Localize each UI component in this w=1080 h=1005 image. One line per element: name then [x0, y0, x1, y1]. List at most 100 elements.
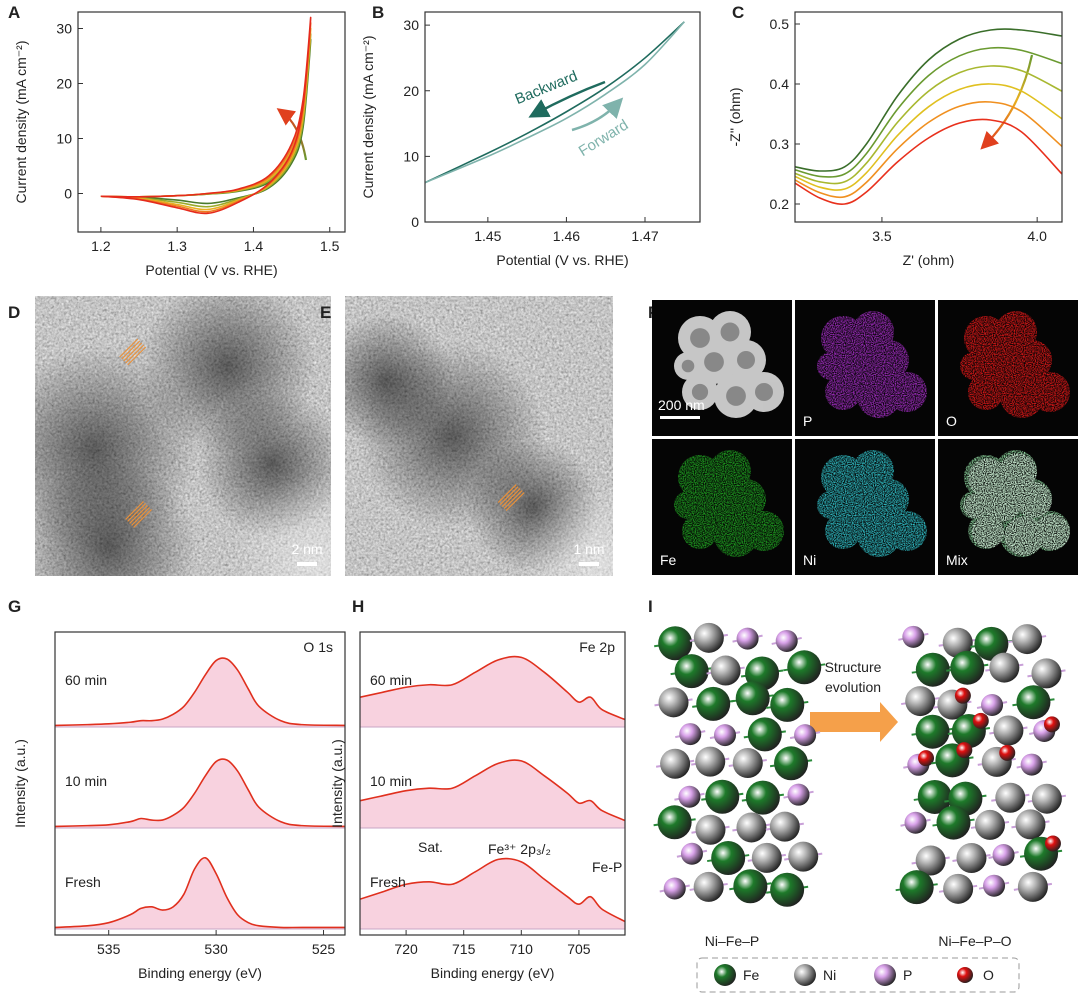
particle-core	[720, 322, 740, 342]
trend-arrow	[980, 54, 1034, 150]
panel-letter: C	[732, 3, 744, 22]
atom	[693, 871, 724, 902]
legend-swatch	[957, 967, 973, 983]
particle	[869, 340, 909, 380]
chart: H 720 715 710 705 60 min 10 min Fresh Fe 2p Sat. F…	[329, 597, 626, 981]
atom	[981, 693, 1004, 716]
light-region	[227, 473, 331, 576]
atom	[674, 654, 709, 689]
particle-core	[691, 383, 709, 401]
channel-label: Mix	[946, 552, 968, 568]
series-line	[100, 22, 312, 213]
lattice-mark	[133, 508, 153, 528]
series-line	[100, 27, 312, 211]
atom	[974, 626, 1009, 661]
atom	[954, 687, 971, 704]
annotation: O 1s	[303, 639, 333, 655]
series-line	[795, 65, 1062, 185]
y-axis-label: Current density (mA cm⁻²)	[13, 41, 29, 204]
atom	[658, 687, 689, 718]
lattice-mark	[125, 500, 145, 520]
atom	[1043, 716, 1060, 733]
series-label: Forward	[576, 116, 632, 160]
channel-label: Fe	[660, 552, 677, 568]
image-body	[345, 296, 613, 576]
x-tick-label: 525	[312, 941, 336, 957]
channel-label: Ni	[803, 552, 816, 568]
atom	[680, 842, 703, 865]
y-tick-label: 0	[64, 186, 72, 202]
atom	[751, 842, 782, 873]
particle	[817, 352, 845, 380]
x-axis-label: Potential (V vs. RHE)	[496, 252, 628, 268]
x-tick-label: 1.5	[320, 238, 340, 254]
atom	[942, 627, 973, 658]
particle	[960, 352, 988, 380]
atom	[747, 717, 782, 752]
plot-frame	[359, 631, 626, 936]
plot-frame	[794, 11, 1063, 223]
series-label: Fresh	[65, 874, 101, 890]
y-tick-label: 0.3	[770, 136, 790, 152]
atom	[695, 746, 726, 777]
particle	[726, 479, 766, 519]
legend-swatch	[874, 964, 896, 986]
atom	[950, 650, 985, 685]
particle	[869, 479, 909, 519]
atom	[917, 779, 952, 814]
tem-image: E 1 nm	[320, 296, 613, 576]
particle	[1004, 516, 1044, 556]
atom	[774, 746, 809, 781]
particle	[978, 340, 1022, 384]
atom	[679, 723, 702, 746]
particle-core	[690, 328, 710, 348]
particle	[1012, 340, 1052, 380]
series-line	[360, 655, 625, 721]
series-area	[360, 656, 625, 727]
x-tick-label: 720	[394, 941, 418, 957]
series-label: 60 min	[370, 672, 412, 688]
map-particles	[960, 311, 1070, 418]
series-line	[360, 759, 625, 822]
atom	[736, 627, 759, 650]
particle	[835, 340, 879, 384]
legend-swatch	[714, 964, 736, 986]
legend-swatch	[794, 964, 816, 986]
particle-core	[681, 359, 695, 373]
series-line	[795, 46, 1062, 178]
structure-diagram: I Structure evolution Ni–Fe–P Ni–Fe–P–O Fe Ni P…	[648, 597, 1067, 993]
crystal-structure	[653, 622, 826, 907]
y-tick-label: 0.4	[770, 76, 790, 92]
particle-core	[726, 386, 746, 406]
tem-image: D 2 nm	[8, 296, 331, 576]
series-group	[425, 21, 685, 184]
particle	[682, 513, 718, 549]
atom	[705, 779, 740, 814]
plot-frame	[54, 631, 346, 936]
forward-arrow	[571, 97, 624, 132]
series-line	[425, 21, 685, 184]
arrow-label: Structure	[825, 659, 882, 675]
legend-box	[696, 957, 1020, 993]
series-area	[360, 760, 625, 828]
atom	[989, 652, 1020, 683]
particle	[968, 374, 1004, 410]
atom	[943, 873, 974, 904]
atom	[787, 650, 822, 685]
x-axis-label: Potential (V vs. RHE)	[145, 262, 277, 278]
chart: B 1.45 1.46 1.47 0 10 20 30 Backward Forward Poten…	[360, 3, 701, 268]
evolution-arrow	[810, 702, 898, 742]
x-tick-label: 705	[567, 941, 591, 957]
x-axis-label: Binding energy (eV)	[431, 965, 555, 981]
atom	[902, 625, 925, 648]
x-tick-label: 535	[97, 941, 121, 957]
y-tick-label: 10	[403, 148, 419, 164]
atom	[678, 785, 701, 808]
light-region	[519, 481, 613, 576]
atom	[788, 841, 819, 872]
panel-letter: B	[372, 3, 384, 22]
particle	[825, 513, 861, 549]
series-label: 10 min	[65, 773, 107, 789]
